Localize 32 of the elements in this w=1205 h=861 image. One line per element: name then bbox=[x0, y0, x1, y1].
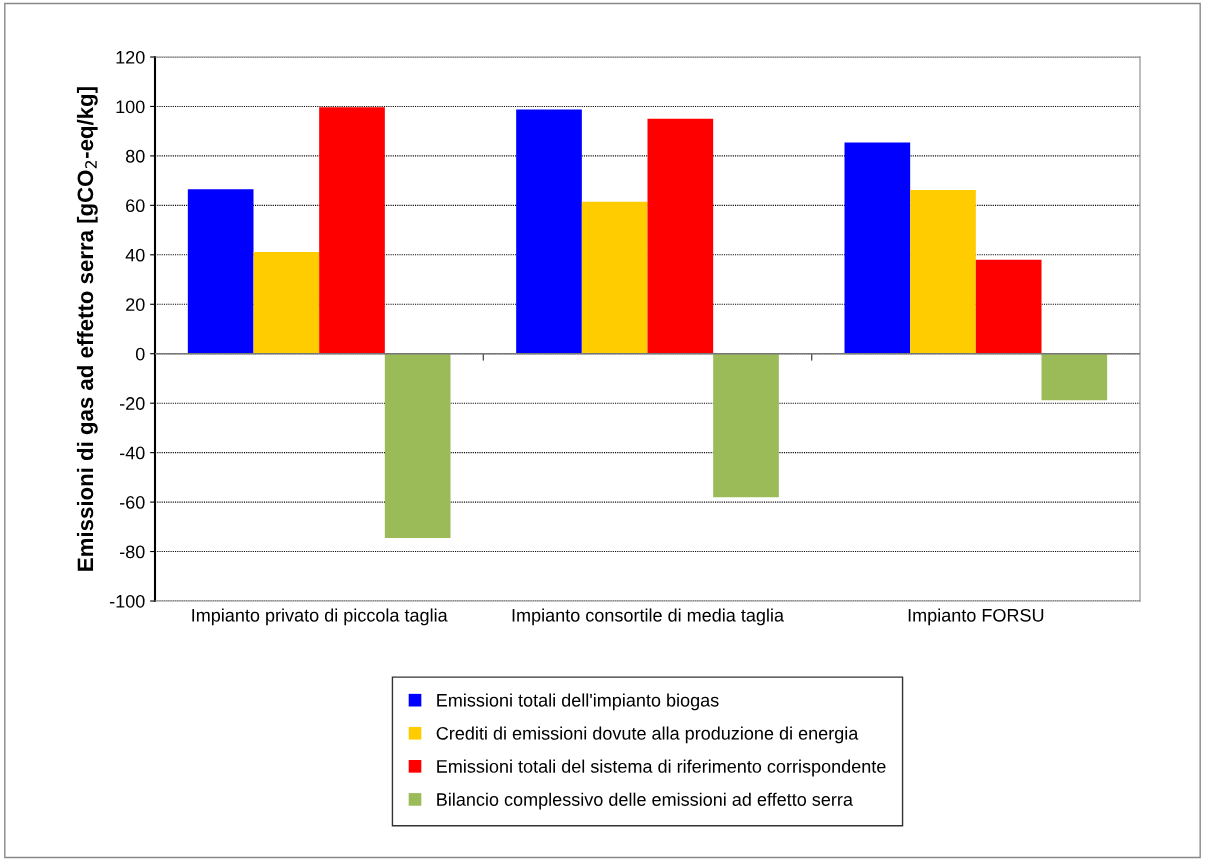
y-tick-label: 80 bbox=[125, 149, 145, 163]
y-tick-label: 120 bbox=[116, 50, 145, 64]
bar bbox=[516, 109, 582, 354]
bar bbox=[975, 259, 1042, 354]
y-tick-label: 60 bbox=[126, 199, 145, 213]
x-tick-label: Impianto consortile di media taglia bbox=[512, 608, 784, 626]
bar bbox=[319, 107, 385, 354]
x-tick-label: Impianto privato di piccola taglia bbox=[192, 608, 448, 626]
legend-label: Bilancio complessivo delle emissioni ad effetto serra bbox=[437, 792, 853, 810]
y-tick-label: -100 bbox=[109, 594, 145, 608]
bar bbox=[713, 353, 779, 498]
bar bbox=[187, 189, 254, 354]
legend-label: Crediti di emissioni dovute alla produzione di energia bbox=[436, 726, 859, 744]
y-tick-label: 40 bbox=[125, 248, 145, 262]
y-tick-label: 20 bbox=[126, 298, 145, 311]
legend-label: Emissioni totali del sistema di riferimento corrispondente bbox=[437, 759, 886, 777]
y-tick-label: -80 bbox=[119, 545, 145, 559]
y-tick-label: -40 bbox=[119, 446, 145, 460]
y-tick-label: -60 bbox=[119, 496, 145, 509]
y-tick-label: -20 bbox=[119, 397, 145, 410]
bar bbox=[581, 201, 648, 354]
legend-label: Emissioni totali dell'impianto biogas bbox=[437, 693, 719, 711]
bar bbox=[844, 142, 911, 354]
x-tick-label: Impianto FORSU bbox=[908, 608, 1044, 626]
y-tick-label: 0 bbox=[135, 347, 145, 361]
y-tick-label: 100 bbox=[116, 100, 145, 114]
y-axis-title: Emissioni di gas ad effetto serra [gCO$_{2}$-eq/kg] bbox=[76, 87, 98, 571]
bar bbox=[910, 190, 976, 354]
bar bbox=[384, 353, 451, 538]
bar bbox=[647, 118, 714, 354]
bar bbox=[253, 252, 320, 354]
bar bbox=[1041, 353, 1108, 401]
